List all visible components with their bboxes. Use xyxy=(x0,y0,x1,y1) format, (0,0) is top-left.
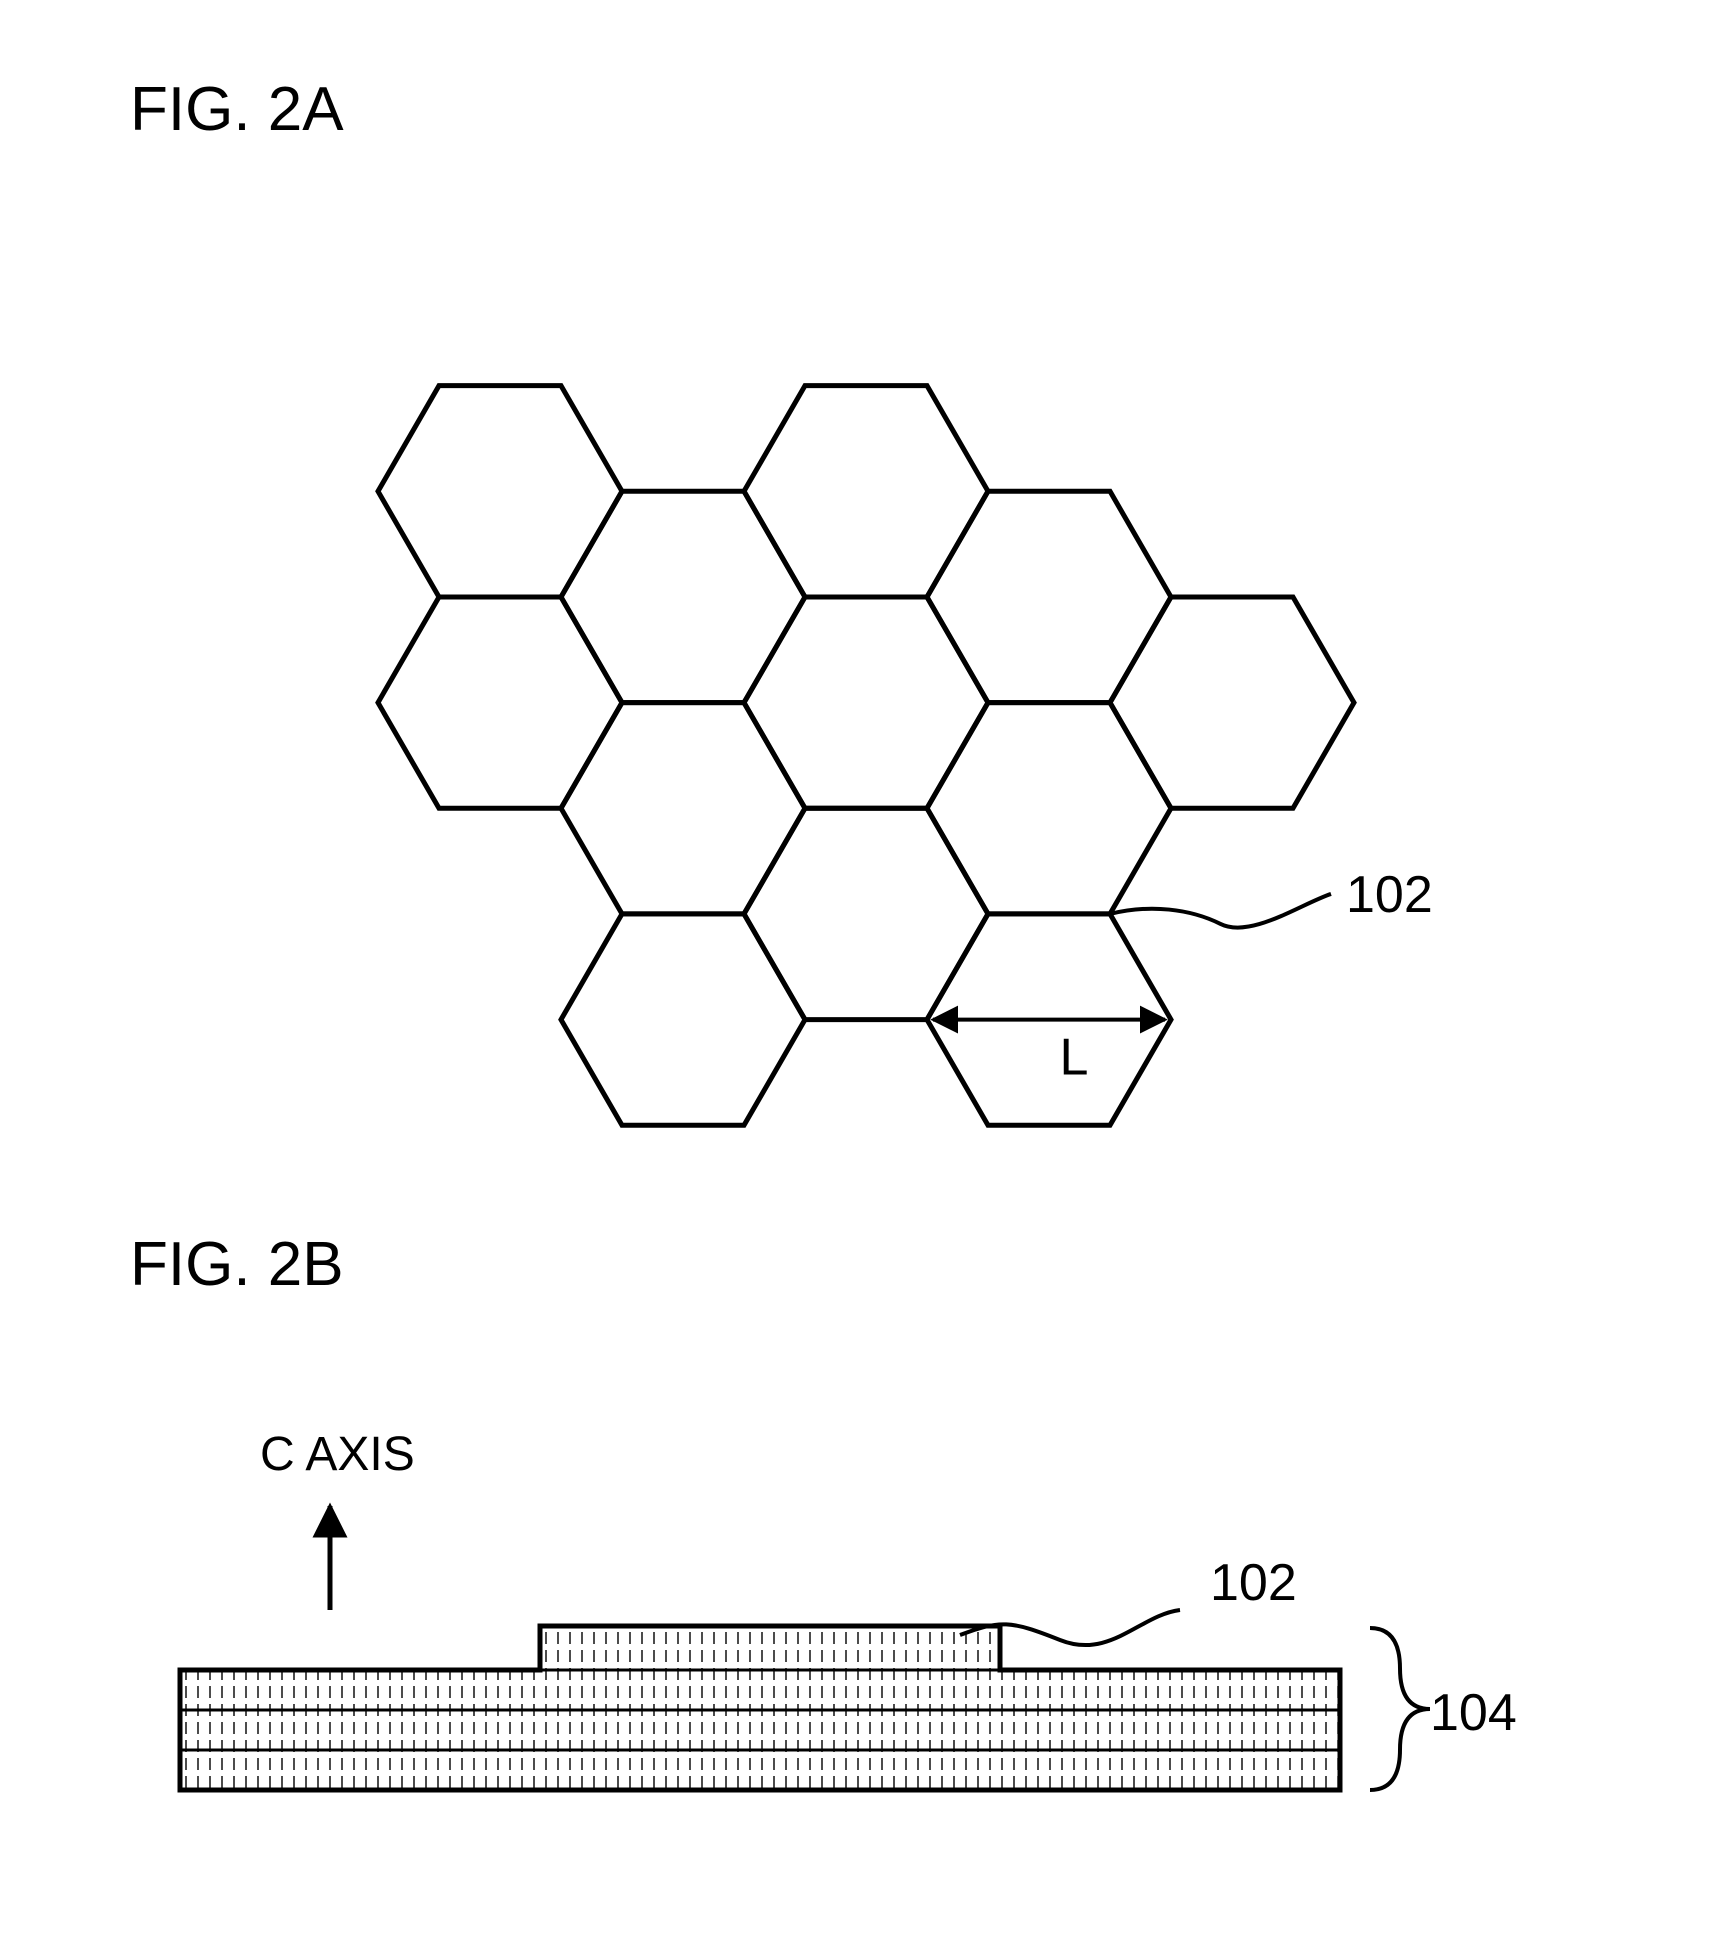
hex-cell xyxy=(561,491,805,702)
hex-cluster xyxy=(378,386,1354,1126)
callout-102a-label: 102 xyxy=(1346,866,1433,924)
fig-2b-title: FIG. 2B xyxy=(130,1230,344,1299)
callout-102a-leader xyxy=(1110,894,1331,928)
callout-102b-label: 102 xyxy=(1210,1554,1297,1612)
hex-cell xyxy=(927,491,1171,702)
layer-stack xyxy=(180,1626,1340,1790)
hex-cell xyxy=(378,386,622,597)
hex-cell xyxy=(378,597,622,808)
figure-canvas: FIG. 2A L 102 FIG. 2B C AXIS 102 104 xyxy=(0,0,1711,1945)
hex-cell xyxy=(927,703,1171,914)
brace-104 xyxy=(1370,1628,1430,1790)
c-axis-label: C AXIS xyxy=(260,1428,415,1481)
hex-cell xyxy=(1110,597,1354,808)
hex-cell xyxy=(744,597,988,808)
dimension-L-label: L xyxy=(1060,1029,1089,1087)
hex-cell xyxy=(744,386,988,597)
fig-2a-title: FIG. 2A xyxy=(130,75,344,144)
hex-cell xyxy=(561,914,805,1125)
hex-cell xyxy=(561,703,805,914)
label-104: 104 xyxy=(1430,1684,1517,1742)
hex-cell xyxy=(744,808,988,1019)
